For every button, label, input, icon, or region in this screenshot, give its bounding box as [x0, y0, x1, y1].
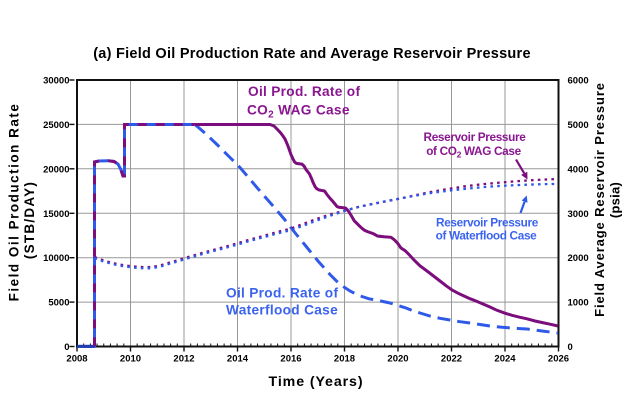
svg-text:25000: 25000: [43, 120, 69, 131]
svg-text:4000: 4000: [568, 164, 589, 175]
svg-text:15000: 15000: [43, 209, 69, 220]
svg-text:20000: 20000: [43, 164, 69, 175]
svg-text:(STB/DAY): (STB/DAY): [22, 181, 37, 259]
svg-text:0: 0: [64, 342, 69, 353]
svg-text:5000: 5000: [48, 298, 69, 309]
svg-text:30000: 30000: [43, 76, 69, 87]
svg-text:2014: 2014: [227, 354, 249, 365]
svg-text:Reservoir Pressure: Reservoir Pressure: [424, 130, 527, 144]
svg-text:of Waterflood Case: of Waterflood Case: [436, 229, 538, 243]
svg-text:2020: 2020: [387, 354, 408, 365]
svg-text:2008: 2008: [66, 354, 87, 365]
svg-text:Oil Prod. Rate of: Oil Prod. Rate of: [248, 84, 360, 99]
svg-text:3000: 3000: [568, 209, 589, 220]
svg-text:(psia): (psia): [608, 182, 623, 218]
svg-text:2018: 2018: [334, 354, 355, 365]
svg-text:Time (Years): Time (Years): [269, 374, 364, 390]
svg-text:2024: 2024: [494, 354, 516, 365]
svg-text:2010: 2010: [120, 354, 141, 365]
svg-text:10000: 10000: [43, 253, 69, 264]
svg-text:1000: 1000: [568, 298, 589, 309]
svg-text:Field Oil Production Rate: Field Oil Production Rate: [7, 103, 22, 302]
svg-text:(a) Field Oil Production Rate: (a) Field Oil Production Rate and Averag…: [93, 46, 531, 62]
svg-text:5000: 5000: [568, 120, 589, 131]
svg-text:Waterflood Case: Waterflood Case: [226, 303, 338, 318]
svg-text:6000: 6000: [568, 76, 589, 87]
svg-text:2012: 2012: [173, 354, 194, 365]
svg-text:2026: 2026: [548, 354, 569, 365]
svg-text:0: 0: [568, 342, 573, 353]
svg-text:Oil Prod. Rate of: Oil Prod. Rate of: [226, 286, 338, 301]
svg-text:2016: 2016: [280, 354, 301, 365]
svg-text:2022: 2022: [441, 354, 462, 365]
svg-text:of CO2 WAG Case: of CO2 WAG Case: [426, 144, 521, 160]
svg-text:2000: 2000: [568, 253, 589, 264]
svg-text:Field Average Reservoir Pressu: Field Average Reservoir Pressure: [592, 82, 607, 317]
svg-text:Reservoir Pressure: Reservoir Pressure: [436, 216, 539, 230]
